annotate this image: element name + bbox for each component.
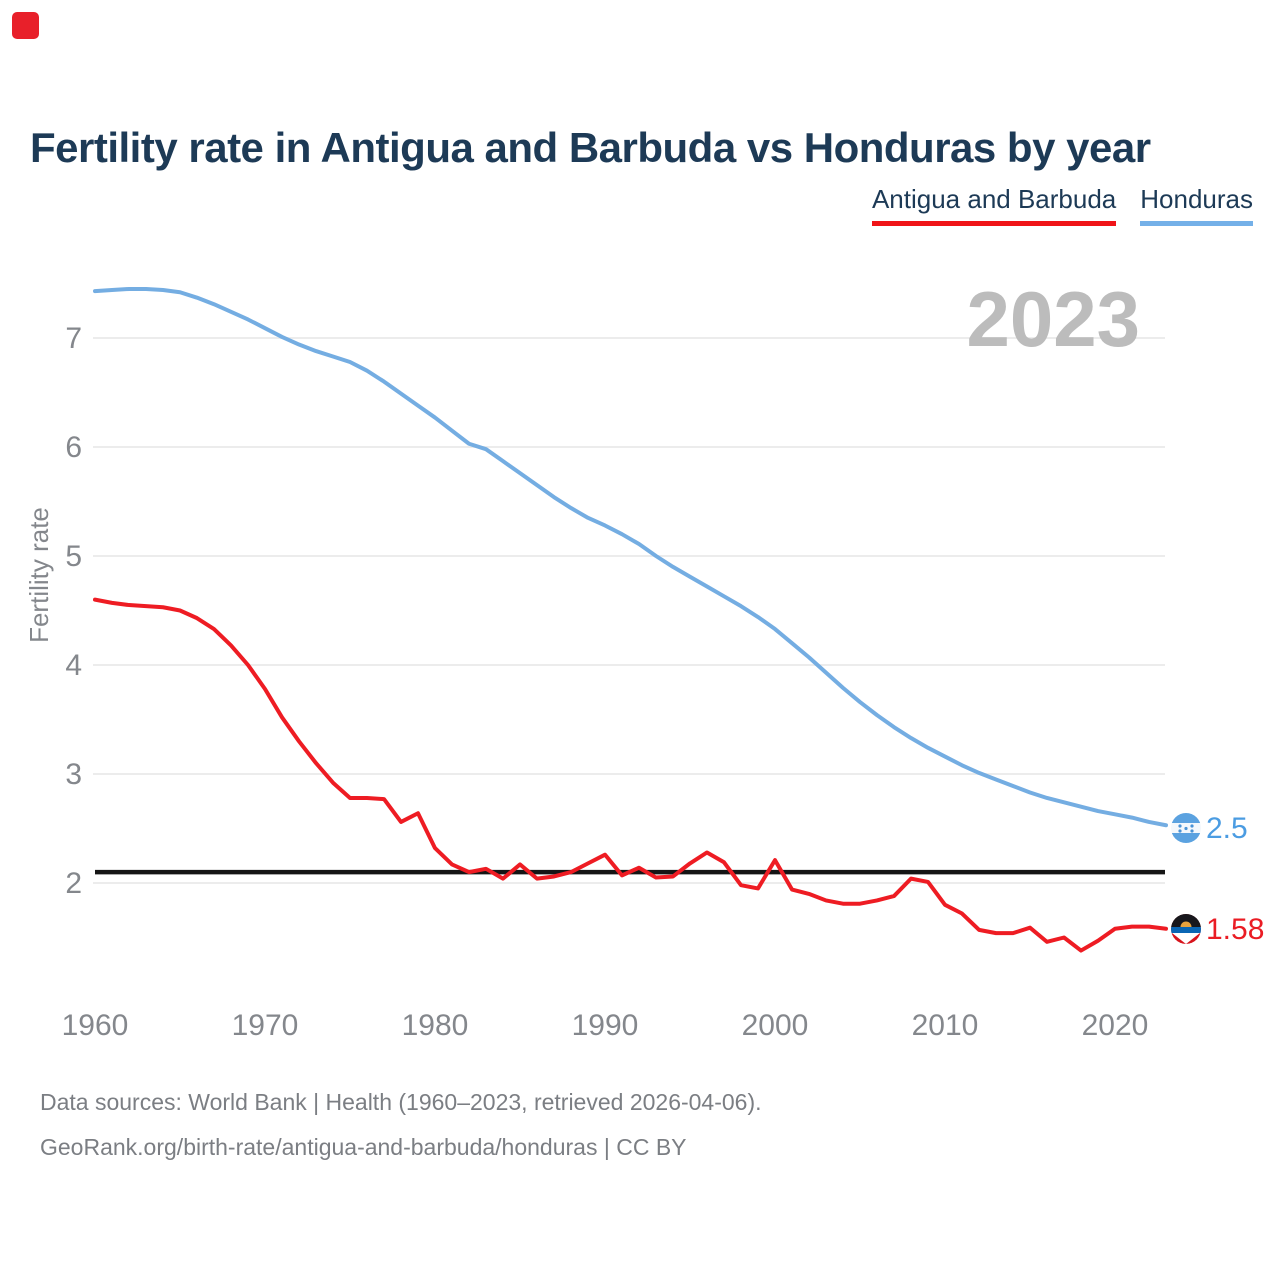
y-tick-label: 3 — [65, 758, 82, 791]
x-tick-label: 1970 — [232, 1009, 299, 1042]
x-tick-label: 2000 — [742, 1009, 809, 1042]
watermark-year: 2023 — [966, 275, 1140, 363]
y-axis-tick-labels: 2 3 4 5 6 7 — [65, 322, 82, 900]
series-line-honduras — [93, 286, 1168, 828]
x-tick-label: 2010 — [912, 1009, 979, 1042]
y-tick-label: 4 — [65, 649, 82, 682]
y-axis-title: Fertility rate — [24, 507, 54, 643]
antigua-flag-icon — [1171, 914, 1201, 944]
series-line-antigua-and-barbuda — [93, 597, 1168, 953]
antigua-end-value: 1.58 — [1206, 913, 1264, 946]
honduras-flag-icon — [1171, 813, 1201, 843]
legend-item-antigua-and-barbuda[interactable]: Antigua and Barbuda — [871, 184, 1117, 226]
y-tick-label: 7 — [65, 322, 82, 355]
x-axis-tick-labels: 1960 1970 1980 1990 2000 2010 2020 — [62, 1009, 1149, 1042]
gridlines — [93, 337, 1165, 884]
y-tick-label: 5 — [65, 540, 82, 573]
x-tick-label: 2020 — [1082, 1009, 1149, 1042]
footer-sources-line: Data sources: World Bank | Health (1960–… — [40, 1089, 762, 1115]
x-tick-label: 1980 — [402, 1009, 469, 1042]
honduras-end-value: 2.5 — [1206, 812, 1248, 845]
legend-item-honduras[interactable]: Honduras — [1140, 184, 1253, 226]
legend: Antigua and Barbuda Honduras — [871, 184, 1253, 226]
brand-mark — [12, 12, 39, 39]
page-title: Fertility rate in Antigua and Barbuda vs… — [30, 124, 1151, 172]
y-tick-label: 2 — [65, 867, 82, 900]
x-tick-label: 1990 — [572, 1009, 639, 1042]
x-tick-label: 1960 — [62, 1009, 129, 1042]
footer-attribution-line: GeoRank.org/birth-rate/antigua-and-barbu… — [40, 1134, 687, 1160]
footer: Data sources: World Bank | Health (1960–… — [40, 1080, 1240, 1170]
data-series-lines — [93, 286, 1168, 953]
y-tick-label: 6 — [65, 431, 82, 464]
